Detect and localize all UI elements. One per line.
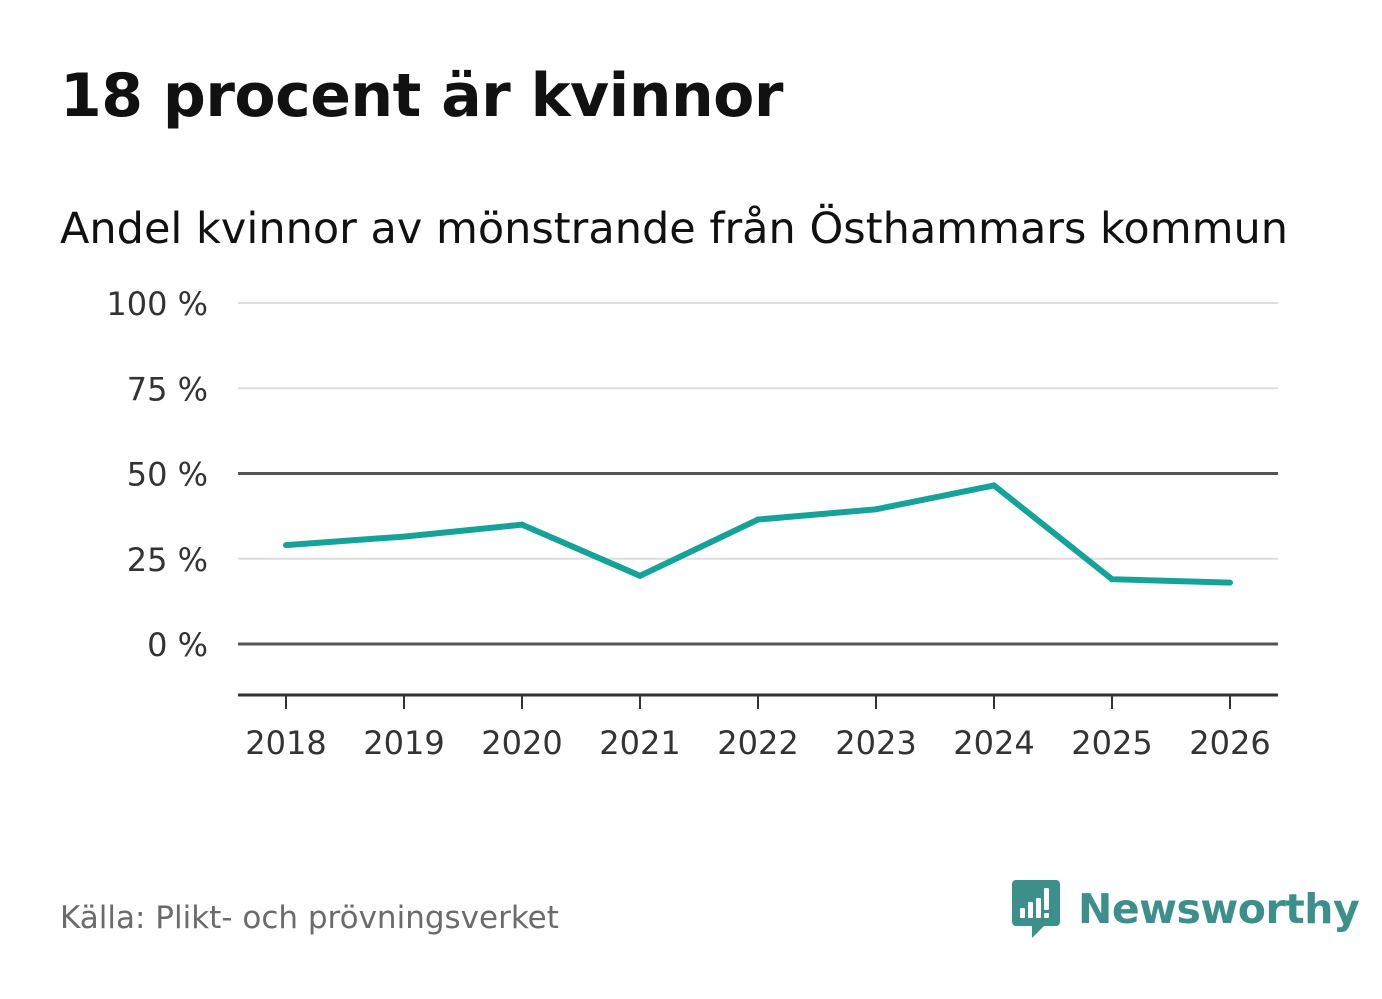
- y-axis-ticks: 0 % 25 % 50 % 75 % 100 %: [106, 285, 208, 664]
- x-tick-label: 2023: [835, 724, 916, 762]
- x-tick-label: 2018: [245, 724, 326, 762]
- x-tick-label: 2022: [717, 724, 798, 762]
- data-point-2024: [991, 482, 997, 489]
- x-tick-label: 2024: [953, 724, 1034, 762]
- x-tick-label: 2021: [599, 724, 680, 762]
- y-tick-label: 100 %: [106, 285, 208, 323]
- brand-name: Newsworthy: [1078, 885, 1360, 933]
- series-line: [285, 482, 1231, 586]
- data-point-2023: [873, 506, 879, 513]
- data-point-2026: [1227, 579, 1233, 586]
- y-tick-label: 0 %: [147, 626, 208, 664]
- y-tick-label: 50 %: [127, 456, 208, 494]
- brand-logo: Newsworthy: [1010, 878, 1360, 940]
- x-tick-label: 2020: [481, 724, 562, 762]
- data-point-2020: [519, 521, 525, 528]
- chart-subtitle: Andel kvinnor av mönstrande från Östhamm…: [60, 204, 1288, 254]
- source-note: Källa: Plikt- och prövningsverket: [60, 900, 559, 936]
- series-layer: [283, 482, 1233, 586]
- chart-title: 18 procent är kvinnor: [60, 61, 783, 131]
- x-axis: 2018 2019 2020 2021 2022 2023 2024 2025 2026: [238, 693, 1278, 762]
- newsworthy-logo-icon: [1012, 880, 1060, 938]
- x-tick-label: 2025: [1071, 724, 1152, 762]
- x-tick-label: 2019: [363, 724, 444, 762]
- data-point-2018: [283, 542, 289, 549]
- y-tick-label: 75 %: [127, 370, 208, 408]
- data-point-2022: [755, 516, 761, 523]
- data-point-2021: [637, 572, 643, 579]
- data-point-2025: [1109, 576, 1115, 583]
- y-tick-label: 25 %: [127, 541, 208, 579]
- x-tick-label: 2026: [1189, 724, 1270, 762]
- data-point-2019: [401, 533, 407, 540]
- grid-layer: [238, 302, 1278, 646]
